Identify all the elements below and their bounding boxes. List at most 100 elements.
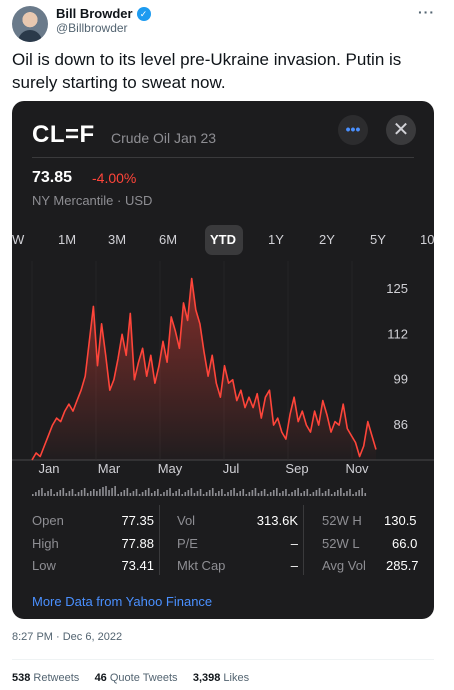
volume-bar xyxy=(190,488,193,496)
retweet-label[interactable]: Retweets xyxy=(33,672,80,684)
volume-bar xyxy=(361,488,363,496)
more-options-button[interactable]: ••• xyxy=(338,115,368,145)
stats-table: Open 77.35 High 77.88 Low 73.41 Vol 313.… xyxy=(12,505,434,575)
volume-bar xyxy=(306,489,309,496)
price-chart[interactable]: 125 112 99 86 Jan Mar May Jul Sep Nov xyxy=(12,261,434,476)
stats-divider xyxy=(159,505,160,575)
volume-bar xyxy=(138,494,141,496)
volume-bar xyxy=(86,493,89,496)
selected-range-highlight xyxy=(205,225,243,255)
volume-bar xyxy=(154,491,156,496)
stat-value-open: 77.35 xyxy=(121,513,154,528)
volume-bar xyxy=(65,493,68,496)
volume-bar xyxy=(117,494,119,496)
range-3M[interactable]: 3M xyxy=(108,232,127,247)
volume-bar xyxy=(312,492,315,496)
volume-bar xyxy=(135,489,138,496)
volume-bar xyxy=(282,491,284,496)
volume-bar xyxy=(205,492,208,496)
volume-bar xyxy=(150,493,153,496)
stats-divider xyxy=(303,505,304,575)
volume-bar xyxy=(123,490,126,496)
volume-bar xyxy=(260,491,263,496)
volume-bar xyxy=(236,493,238,496)
quote-card[interactable]: CL=F Crude Oil Jan 23 ••• ✕ 73.85 -4.00%… xyxy=(12,101,434,619)
range-2Y[interactable]: 2Y xyxy=(319,232,335,247)
ticker-symbol: CL=F xyxy=(32,121,95,148)
volume-bar xyxy=(211,488,214,496)
volume-bar xyxy=(251,490,254,496)
more-options-icon[interactable]: ··· xyxy=(418,4,435,20)
chart-price-line xyxy=(31,277,377,461)
author-name[interactable]: Bill Browder ✓ xyxy=(56,6,151,21)
volume-bar xyxy=(245,494,248,496)
y-tick-label: 112 xyxy=(387,326,408,341)
volume-bar xyxy=(288,494,290,496)
x-tick-label: Jul xyxy=(223,461,240,476)
author-handle[interactable]: @Billbrowder xyxy=(56,21,128,35)
range-1M[interactable]: 1M xyxy=(58,232,77,247)
volume-bar xyxy=(169,488,171,496)
yahoo-finance-link[interactable]: More Data from Yahoo Finance xyxy=(32,594,213,609)
volume-bar xyxy=(105,486,107,496)
y-tick-label: 125 xyxy=(386,281,408,296)
range-5Y[interactable]: 5Y xyxy=(370,232,386,247)
range-YTD[interactable]: YTD xyxy=(210,232,236,247)
range-W[interactable]: W xyxy=(12,232,25,247)
volume-bar xyxy=(147,488,150,496)
volume-bar xyxy=(230,490,232,496)
volume-bar xyxy=(346,491,348,496)
like-label[interactable]: Likes xyxy=(223,672,250,684)
range-1Y[interactable]: 1Y xyxy=(268,232,284,247)
volume-bar xyxy=(160,494,162,496)
volume-bar xyxy=(202,494,205,496)
volume-bar xyxy=(175,491,177,496)
volume-bar xyxy=(321,493,324,496)
stat-value-52wl: 66.0 xyxy=(392,536,418,551)
avatar[interactable] xyxy=(12,6,48,42)
volume-bar xyxy=(89,491,92,496)
close-button[interactable]: ✕ xyxy=(386,115,416,145)
y-tick-label: 99 xyxy=(394,372,408,387)
quote-label[interactable]: Quote Tweets xyxy=(109,672,178,684)
volume-bar xyxy=(41,488,43,496)
volume-bar xyxy=(102,487,104,496)
retweet-count[interactable]: 538 xyxy=(12,672,31,684)
volume-bar xyxy=(50,489,52,496)
volume-bar xyxy=(187,490,190,496)
tweet-timestamp[interactable]: 8:27 PM · Dec 6, 2022 xyxy=(12,631,123,643)
divider xyxy=(32,157,414,158)
volume-bar xyxy=(254,488,257,496)
volume-bar xyxy=(242,489,245,496)
stat-label-52wh: 52W H xyxy=(322,513,362,528)
x-tick-label: Mar xyxy=(98,461,121,476)
volume-bar xyxy=(248,492,251,496)
volume-bar xyxy=(68,491,71,496)
volume-bar xyxy=(157,489,159,496)
stat-label-mktcap: Mkt Cap xyxy=(177,558,226,573)
volume-bar xyxy=(166,490,168,496)
tweet-text: Oil is down to its level pre-Ukraine inv… xyxy=(12,50,402,92)
volume-bar xyxy=(266,494,269,496)
volume-bar xyxy=(333,492,336,496)
quote-count[interactable]: 46 xyxy=(94,672,107,684)
author-name-text[interactable]: Bill Browder xyxy=(56,6,133,21)
volume-bars xyxy=(32,486,367,496)
volume-bar xyxy=(163,492,165,496)
volume-bar xyxy=(340,488,342,496)
volume-bar xyxy=(108,490,110,496)
range-6M[interactable]: 6M xyxy=(159,232,178,247)
volume-bar xyxy=(59,490,62,496)
like-count[interactable]: 3,398 xyxy=(192,672,221,684)
volume-bar xyxy=(199,489,202,496)
volume-bar xyxy=(53,494,55,496)
stat-label-vol: Vol xyxy=(177,513,196,528)
range-10Y[interactable]: 10 xyxy=(420,232,434,247)
x-tick-label: May xyxy=(158,461,183,476)
volume-bar xyxy=(47,491,49,496)
volume-bar xyxy=(269,492,272,496)
volume-bar xyxy=(141,492,144,496)
volume-bar xyxy=(208,490,211,496)
volume-bar xyxy=(318,488,321,496)
volume-bar xyxy=(324,491,327,496)
